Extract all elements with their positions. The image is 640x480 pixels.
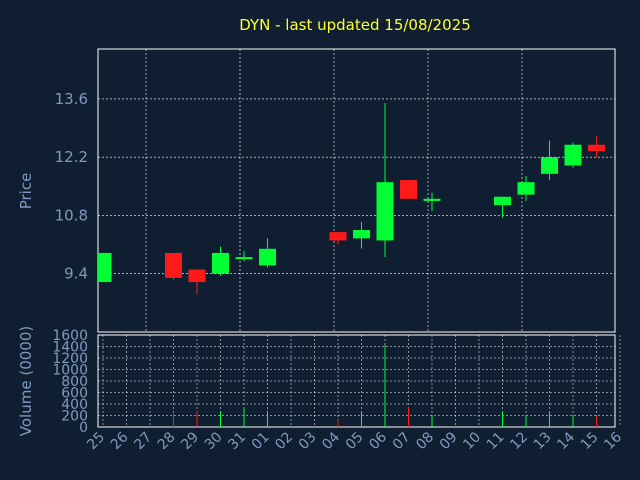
x-axis-label: Day xyxy=(333,458,363,476)
price-tick-labels: 9.4 10.8 12.2 13.6 xyxy=(55,90,88,283)
volume-tick-label: 400 xyxy=(61,397,88,413)
candle-body xyxy=(423,198,441,201)
volume-tick-label: 1000 xyxy=(52,363,88,379)
price-tick-label: 13.6 xyxy=(55,90,88,108)
date-tick-label: 02 xyxy=(272,429,296,453)
volume-tick-label: 1200 xyxy=(52,351,88,367)
candle-body xyxy=(188,269,206,283)
date-tick-label: 29 xyxy=(178,429,202,453)
candle-body xyxy=(353,230,370,239)
candle-body xyxy=(259,248,276,266)
candle-body xyxy=(400,180,417,199)
volume-tick-label: 600 xyxy=(61,386,88,402)
date-tick-label: 12 xyxy=(507,429,531,453)
candle-body xyxy=(98,252,112,283)
candlesticks xyxy=(98,103,605,295)
volume-tick-label: 0 xyxy=(79,420,88,436)
date-tick-label: 31 xyxy=(225,429,249,453)
date-tick-label: 09 xyxy=(437,429,461,453)
volume-tick-label: 1400 xyxy=(52,340,88,356)
candle-body xyxy=(494,196,511,206)
candle-body xyxy=(165,252,182,278)
date-tick-label: 06 xyxy=(366,429,390,453)
date-tick-label: 10 xyxy=(460,429,484,453)
date-tick-label: 28 xyxy=(155,429,179,453)
volume-bars xyxy=(173,344,597,427)
date-tick-label: 07 xyxy=(390,429,414,453)
date-tick-label: 11 xyxy=(484,429,508,453)
candle-body xyxy=(564,144,582,166)
volume-tick-label: 800 xyxy=(61,374,88,390)
candle-body xyxy=(588,144,605,151)
candle-body xyxy=(235,257,253,260)
candle-body xyxy=(517,182,535,195)
date-tick-labels: 25 26 27 28 29 30 31 01 02 03 04 05 06 07 08 09 10 11 12 13… xyxy=(84,429,625,453)
volume-tick-label: 1600 xyxy=(52,328,88,344)
volume-axis-label: Volume (0000) xyxy=(17,326,35,436)
date-tick-label: 27 xyxy=(131,429,155,453)
date-tick-label: 05 xyxy=(343,429,367,453)
date-tick-label: 04 xyxy=(319,429,343,453)
date-tick-label: 15 xyxy=(578,429,602,453)
date-tick-label: 01 xyxy=(249,429,273,453)
volume-plot-area xyxy=(97,334,616,428)
candle-body xyxy=(329,232,347,241)
chart-title: DYN - last updated 15/08/2025 xyxy=(239,16,470,34)
date-tick-label: 13 xyxy=(531,429,555,453)
candle-body xyxy=(212,252,229,274)
date-tick-label: 08 xyxy=(413,429,437,453)
date-tick-label: 03 xyxy=(296,429,320,453)
volume-tick-label: 200 xyxy=(61,409,88,425)
date-tick-label: 30 xyxy=(202,429,226,453)
y-axis-label: Price xyxy=(17,173,35,210)
date-tick-label: 26 xyxy=(108,429,132,453)
price-tick-label: 9.4 xyxy=(64,265,88,283)
candle-body xyxy=(541,157,558,174)
date-tick-label: 16 xyxy=(601,429,625,453)
price-plot-area xyxy=(97,48,616,333)
price-tick-label: 10.8 xyxy=(55,206,88,224)
candle-body xyxy=(376,182,394,241)
date-tick-label: 14 xyxy=(554,429,578,453)
price-tick-label: 12.2 xyxy=(55,148,88,166)
